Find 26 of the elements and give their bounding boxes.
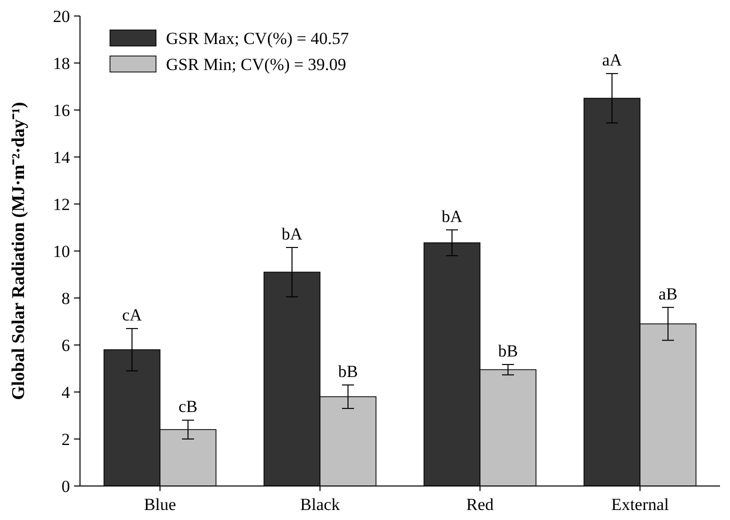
x-tick-label: External xyxy=(611,495,670,514)
y-tick-label: 14 xyxy=(53,148,70,167)
annotation: aB xyxy=(658,284,678,304)
annotation: cB xyxy=(178,397,198,416)
annotation: aA xyxy=(602,50,623,70)
y-tick-label: 4 xyxy=(62,382,70,402)
y-tick-label: 2 xyxy=(62,430,70,449)
y-tick-label: 10 xyxy=(53,242,70,261)
y-axis-title: Global Solar Radiation (MJ·m⁻²·day⁻¹) xyxy=(8,102,28,400)
x-tick-label: Red xyxy=(466,495,494,514)
annotation: cA xyxy=(122,306,143,325)
legend-label: GSR Min; CV(%) = 39.09 xyxy=(166,54,346,74)
annotation: bB xyxy=(338,362,358,381)
annotation: bA xyxy=(442,206,464,226)
y-tick-label: 12 xyxy=(53,194,70,214)
y-tick-label: 8 xyxy=(62,288,70,308)
annotation: bB xyxy=(498,342,518,361)
y-tick-label: 6 xyxy=(62,336,70,355)
annotation: bA xyxy=(282,224,304,244)
x-tick-label: Blue xyxy=(144,495,176,514)
y-tick-label: 20 xyxy=(53,6,70,26)
legend-label: GSR Max; CV(%) = 40.57 xyxy=(166,28,350,48)
y-tick-label: 16 xyxy=(53,100,70,120)
y-tick-label: 18 xyxy=(53,54,70,73)
x-tick-label: Black xyxy=(300,495,340,514)
y-tick-label: 0 xyxy=(62,476,70,496)
